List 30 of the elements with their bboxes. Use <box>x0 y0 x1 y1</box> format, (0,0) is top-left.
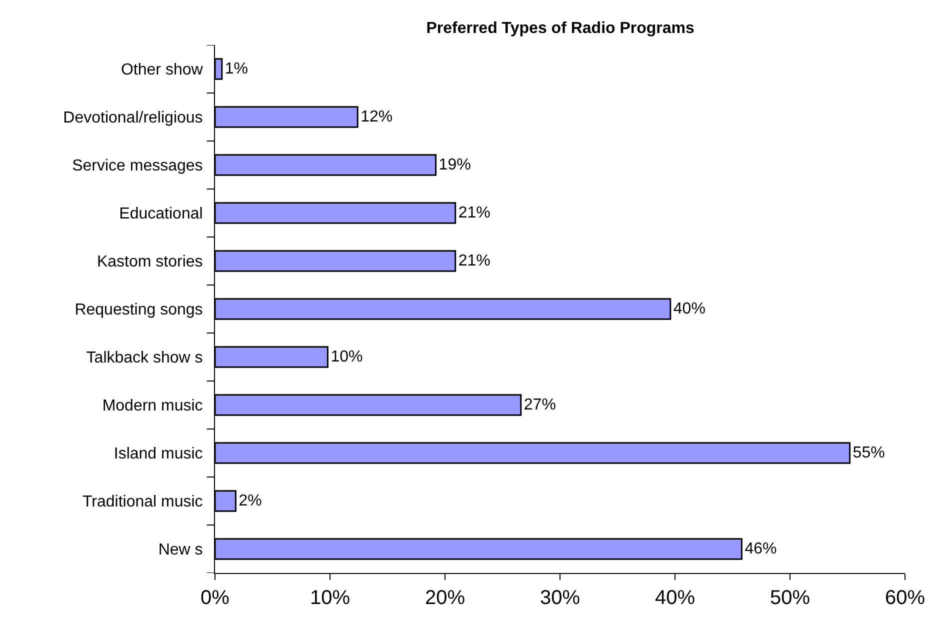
data-label: 46% <box>744 540 777 558</box>
x-tick-label: 20% <box>424 587 466 609</box>
y-tick-label: New s <box>158 542 203 559</box>
y-tick-label: Traditional music <box>82 494 203 511</box>
y-tick-label: Other show <box>120 62 204 79</box>
y-tick-label: Requesting songs <box>74 302 203 319</box>
data-label: 19% <box>438 156 471 174</box>
data-label: 12% <box>360 108 393 126</box>
data-label: 1% <box>224 60 248 78</box>
y-tick-label: Educational <box>119 206 203 223</box>
x-tick-label: 0% <box>200 587 230 609</box>
x-tick-label: 30% <box>540 587 580 609</box>
data-label: 27% <box>524 396 556 414</box>
x-tick-label: 60% <box>884 587 926 609</box>
data-label: 21% <box>458 252 490 270</box>
y-tick-label: Devotional/religious <box>63 110 203 127</box>
data-label: 2% <box>238 492 262 510</box>
x-tick-label: 10% <box>310 587 350 609</box>
data-label: 40% <box>673 300 706 318</box>
data-label: 21% <box>458 204 490 222</box>
y-tick-label: Kastom stories <box>96 254 203 271</box>
x-tick-label: 40% <box>654 587 696 609</box>
y-tick-label: Island music <box>114 446 203 463</box>
x-tick-label: 50% <box>770 587 810 609</box>
data-label: 10% <box>330 348 363 366</box>
data-label: 55% <box>852 444 885 462</box>
y-tick-label: Modern music <box>102 398 203 415</box>
y-tick-label: Talkback show s <box>86 350 203 367</box>
chart-title: Preferred Types of Radio Programs <box>426 20 695 37</box>
y-tick-label: Service messages <box>72 158 203 175</box>
